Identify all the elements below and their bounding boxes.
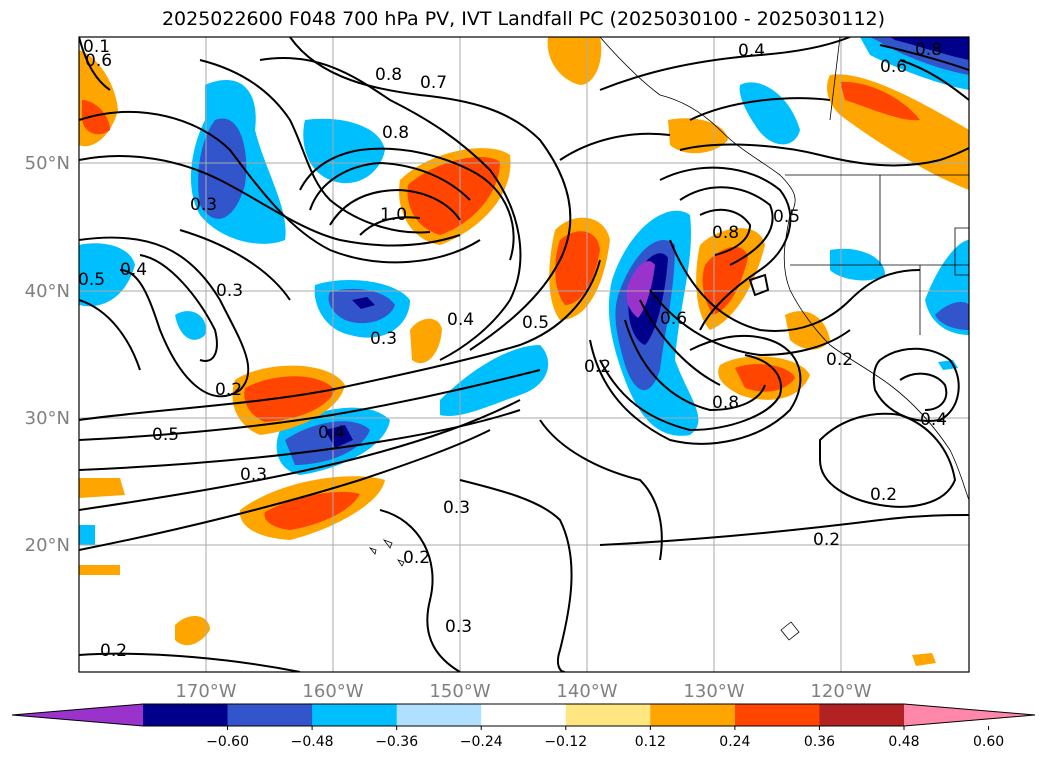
colorbar-tick-label: 0.24 bbox=[719, 734, 750, 750]
lon-label: 160°W bbox=[302, 681, 363, 702]
lon-label: 170°W bbox=[175, 681, 236, 702]
colorbar-tick-label: −0.60 bbox=[206, 734, 249, 750]
contour-label: 0.7 bbox=[420, 73, 447, 93]
colorbar-tick-label: −0.48 bbox=[291, 734, 334, 750]
contour-label: 0.3 bbox=[240, 465, 267, 485]
map-frame-content: 0.1 0.6 0.8 0.7 0.4 0.8 0.6 0.8 0.3 1.0 … bbox=[78, 37, 969, 672]
contour-label: 0.5 bbox=[152, 425, 179, 445]
colorbar-tick-label: 0.48 bbox=[888, 734, 919, 750]
colorbar bbox=[11, 703, 1036, 730]
contour-label: 0.2 bbox=[870, 485, 897, 505]
lon-label: 150°W bbox=[429, 681, 490, 702]
colorbar-segment bbox=[565, 704, 651, 726]
contour-label: 0.8 bbox=[915, 40, 942, 60]
colorbar-segment bbox=[227, 704, 313, 726]
colorbar-extend-min bbox=[12, 704, 143, 726]
contour-label: 0.6 bbox=[880, 57, 907, 77]
colorbar-segment bbox=[312, 704, 398, 726]
colorbar-segment bbox=[143, 704, 229, 726]
contour-label: 0.3 bbox=[445, 617, 472, 637]
contour-label: 0.8 bbox=[375, 65, 402, 85]
contour-labels: 0.1 0.6 0.8 0.7 0.4 0.8 0.6 0.8 0.3 1.0 … bbox=[78, 37, 947, 661]
contour-label: 0.2 bbox=[215, 380, 242, 400]
contour-label: 0.4 bbox=[120, 260, 147, 280]
colorbar-labels: −0.60 −0.48 −0.36 −0.24 −0.12 0.12 0.24 0.36 0.4… bbox=[206, 734, 1004, 750]
contour-label: 0.3 bbox=[216, 281, 243, 301]
lon-labels: 170°W 160°W 150°W 140°W 130°W 120°W bbox=[175, 681, 871, 702]
colorbar-extend-max bbox=[904, 704, 1035, 726]
lat-label: 30°N bbox=[25, 408, 70, 429]
lon-label: 130°W bbox=[683, 681, 744, 702]
contour-label: 0.4 bbox=[447, 310, 474, 330]
gridlines bbox=[79, 37, 969, 672]
map-border bbox=[78, 36, 970, 673]
contour-label: 0.4 bbox=[738, 41, 765, 61]
contour-label: 0.8 bbox=[712, 223, 739, 243]
colorbar-tick-label: −0.24 bbox=[460, 734, 503, 750]
contour-label: 0.3 bbox=[370, 329, 397, 349]
contour-label: 0.8 bbox=[382, 123, 409, 143]
lon-label: 120°W bbox=[810, 681, 871, 702]
lat-labels: 50°N 40°N 30°N 20°N bbox=[25, 153, 70, 556]
contour-label: 0.2 bbox=[826, 350, 853, 370]
contour-label: 0.6 bbox=[660, 309, 687, 329]
colorbar-segment bbox=[396, 704, 482, 726]
colorbar-segment bbox=[650, 704, 736, 726]
contour-label: 0.2 bbox=[813, 530, 840, 550]
contour-label: 1.0 bbox=[380, 205, 407, 225]
colorbar-tick-label: 0.60 bbox=[973, 734, 1004, 750]
lat-label: 40°N bbox=[25, 281, 70, 302]
contour-label: 0.3 bbox=[190, 195, 217, 215]
contour-label: 0.2 bbox=[584, 357, 611, 377]
colorbar-outline bbox=[11, 703, 1036, 727]
contour-label: 0.3 bbox=[443, 498, 470, 518]
lat-label: 50°N bbox=[25, 153, 70, 174]
negative-pv-shading bbox=[79, 37, 969, 545]
contour-label: 0.1 bbox=[83, 37, 110, 57]
contour-label: 0.5 bbox=[773, 207, 800, 227]
colorbar-tick-label: −0.12 bbox=[544, 734, 587, 750]
contour-label: 0.8 bbox=[712, 393, 739, 413]
lon-label: 140°W bbox=[556, 681, 617, 702]
contour-label: 0.5 bbox=[522, 313, 549, 333]
colorbar-segment bbox=[734, 704, 820, 726]
lat-label: 20°N bbox=[25, 535, 70, 556]
colorbar-tick-label: 0.12 bbox=[635, 734, 666, 750]
colorbar-segment bbox=[481, 704, 567, 726]
contour-label: 0.5 bbox=[78, 270, 105, 290]
map-title: 2025022600 F048 700 hPa PV, IVT Landfall… bbox=[161, 8, 886, 30]
contour-label: 0.6 bbox=[85, 51, 112, 71]
colorbar-tick-label: 0.36 bbox=[804, 734, 835, 750]
pv-contours bbox=[79, 37, 969, 672]
contour-label: 0.2 bbox=[403, 548, 430, 568]
colorbar-segment bbox=[819, 704, 905, 726]
contour-label: 0.4 bbox=[318, 423, 345, 443]
contour-label: 0.2 bbox=[100, 641, 127, 661]
colorbar-tick-label: −0.36 bbox=[375, 734, 418, 750]
contour-label: 0.4 bbox=[920, 410, 947, 430]
coastlines bbox=[368, 37, 969, 641]
positive-pv-shading bbox=[79, 37, 969, 666]
